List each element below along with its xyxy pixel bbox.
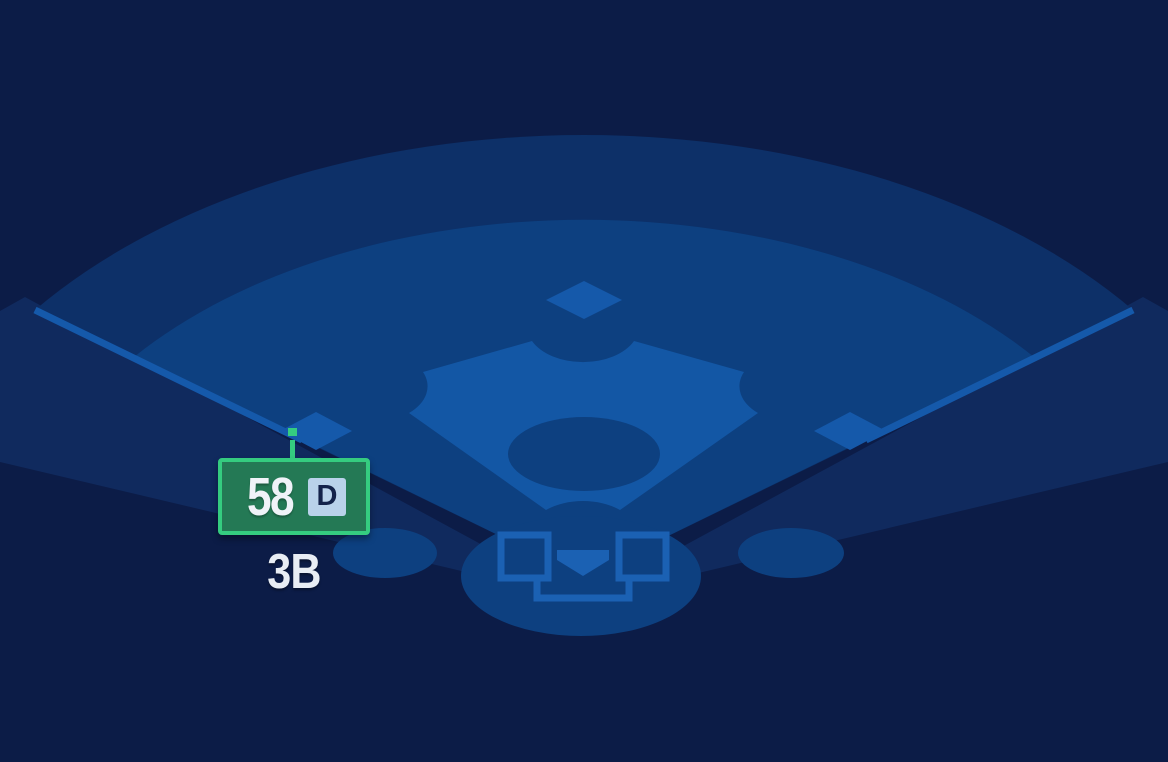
second-base-marker: [546, 281, 622, 319]
home-plate-circle: [461, 516, 701, 636]
foul-line-left: [33, 306, 304, 444]
player-status-chip: D: [308, 477, 347, 516]
on-deck-circle-left: [333, 528, 437, 578]
position-label-3b: 3B: [267, 545, 321, 599]
first-base-marker: [814, 412, 886, 450]
home-plate: [557, 550, 609, 576]
foul-line-right: [864, 306, 1135, 444]
player-marker-3b[interactable]: 58 D: [218, 458, 370, 535]
catcher-box: [533, 577, 633, 602]
marker-anchor-dot: [288, 428, 297, 436]
batter-box-left: [497, 531, 552, 582]
marker-stem: [290, 440, 295, 460]
batter-box-right: [615, 531, 670, 582]
player-points-value: 58: [247, 466, 295, 527]
pitchers-mound: [508, 417, 660, 491]
third-base-marker: [280, 412, 352, 450]
on-deck-circle-right: [738, 528, 844, 578]
foul-territory-right: [584, 297, 1168, 600]
